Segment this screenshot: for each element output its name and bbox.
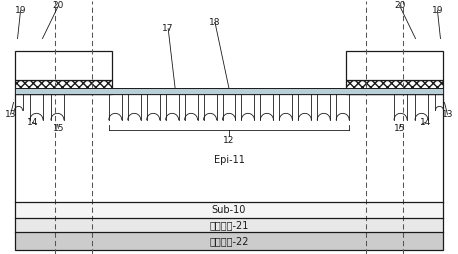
Bar bbox=[346, 51, 443, 81]
Text: Epi-11: Epi-11 bbox=[213, 155, 245, 165]
Text: 14: 14 bbox=[420, 118, 431, 127]
Text: 18: 18 bbox=[209, 18, 221, 27]
Bar bbox=[15, 94, 443, 202]
Bar bbox=[15, 88, 443, 94]
Text: 20: 20 bbox=[53, 1, 64, 10]
Text: 15: 15 bbox=[394, 124, 405, 133]
Bar bbox=[346, 81, 443, 94]
Bar bbox=[15, 94, 443, 250]
Text: Sub-10: Sub-10 bbox=[212, 205, 246, 215]
Text: 19: 19 bbox=[15, 6, 26, 15]
Text: 12: 12 bbox=[224, 136, 234, 145]
Text: 15: 15 bbox=[53, 124, 64, 133]
Bar bbox=[15, 51, 112, 81]
Text: 14: 14 bbox=[27, 118, 38, 127]
Bar bbox=[15, 232, 443, 250]
Text: 13: 13 bbox=[442, 110, 453, 119]
Bar bbox=[15, 81, 112, 94]
Text: 阴极金属-22: 阴极金属-22 bbox=[209, 236, 249, 246]
Text: 欧姆接触-21: 欧姆接触-21 bbox=[209, 220, 249, 230]
Bar bbox=[15, 218, 443, 232]
Text: 19: 19 bbox=[432, 6, 443, 15]
Text: 13: 13 bbox=[5, 110, 16, 119]
Text: 17: 17 bbox=[163, 24, 174, 33]
Bar bbox=[15, 202, 443, 218]
Text: 20: 20 bbox=[394, 1, 405, 10]
